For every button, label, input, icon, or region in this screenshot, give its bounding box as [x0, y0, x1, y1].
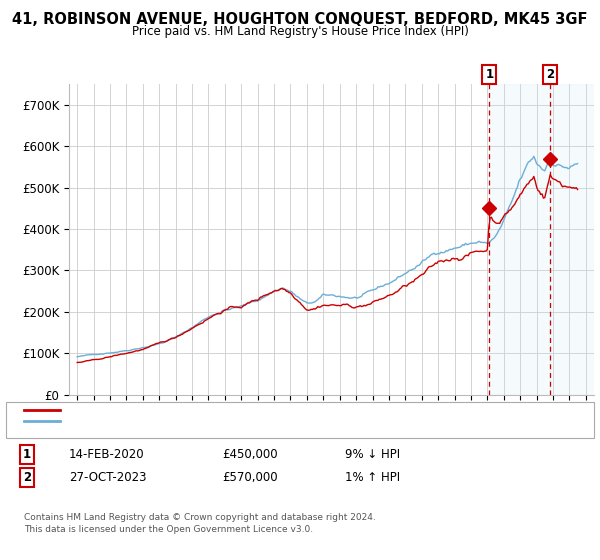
Text: 27-OCT-2023: 27-OCT-2023 — [69, 470, 146, 484]
Text: 41, ROBINSON AVENUE, HOUGHTON CONQUEST, BEDFORD, MK45 3GF (detached house): 41, ROBINSON AVENUE, HOUGHTON CONQUEST, … — [72, 405, 535, 415]
Bar — [490, 84, 550, 395]
Text: HPI: Average price, detached house, Central Bedfordshire: HPI: Average price, detached house, Cent… — [72, 416, 373, 426]
Text: £570,000: £570,000 — [222, 470, 278, 484]
Text: 1: 1 — [23, 448, 31, 461]
Text: 2: 2 — [23, 470, 31, 484]
Text: 9% ↓ HPI: 9% ↓ HPI — [345, 448, 400, 461]
Text: 1% ↑ HPI: 1% ↑ HPI — [345, 470, 400, 484]
Bar — [550, 84, 594, 395]
Text: 14-FEB-2020: 14-FEB-2020 — [69, 448, 145, 461]
Text: Contains HM Land Registry data © Crown copyright and database right 2024.
This d: Contains HM Land Registry data © Crown c… — [24, 513, 376, 534]
Text: 1: 1 — [485, 68, 493, 81]
Text: Price paid vs. HM Land Registry's House Price Index (HPI): Price paid vs. HM Land Registry's House … — [131, 25, 469, 39]
Text: 2: 2 — [546, 68, 554, 81]
Text: 41, ROBINSON AVENUE, HOUGHTON CONQUEST, BEDFORD, MK45 3GF: 41, ROBINSON AVENUE, HOUGHTON CONQUEST, … — [12, 12, 588, 27]
Text: £450,000: £450,000 — [222, 448, 278, 461]
